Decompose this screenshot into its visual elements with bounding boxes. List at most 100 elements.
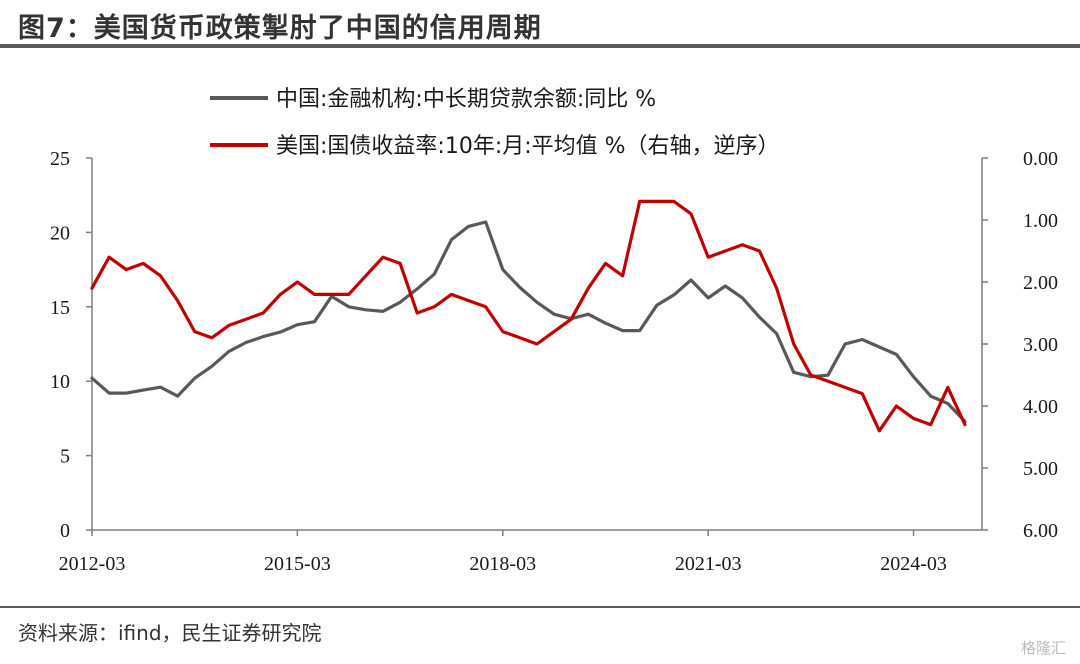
series-1-point <box>313 320 316 323</box>
series-1-point <box>91 377 93 380</box>
series-2-point <box>125 268 128 271</box>
series-1-point <box>210 365 213 368</box>
series-1-point <box>193 377 196 380</box>
series-2-point <box>279 293 282 296</box>
series-line-2 <box>90 199 967 433</box>
series-2-point <box>638 200 641 203</box>
legend-label: 中国:金融机构:中长期贷款余额:同比 % <box>276 87 656 112</box>
series-2-point <box>792 343 795 345</box>
x-tick-label: 2018-03 <box>469 553 536 575</box>
series-1-point <box>125 392 128 394</box>
series-1-point <box>861 338 864 341</box>
series-1-point <box>484 221 487 223</box>
series-1-point <box>929 395 932 397</box>
series-1-point <box>279 331 282 333</box>
series-2-point <box>741 243 744 246</box>
series-1-point <box>638 329 641 332</box>
series-1-point <box>228 350 230 353</box>
series-1-point <box>604 322 607 325</box>
series-2-point <box>536 343 538 345</box>
x-tick-label: 2012-03 <box>59 553 126 575</box>
series-2-point <box>519 336 521 339</box>
series-1-point <box>450 238 453 241</box>
series-1-point <box>587 313 590 316</box>
series-2-point <box>758 250 761 252</box>
series-1-point <box>501 268 504 271</box>
series-2-point <box>587 287 590 290</box>
chart-legend: 中国:金融机构:中长期贷款余额:同比 % 美国:国债收益率:10年:月:平均值 %… <box>210 87 780 159</box>
series-2-point <box>347 293 350 296</box>
x-tick-label: 2021-03 <box>675 553 742 575</box>
source-divider <box>0 606 1080 608</box>
series-2-point <box>621 274 624 277</box>
series-2-point <box>724 250 727 252</box>
series-2-point <box>416 312 419 314</box>
series-2-point <box>313 293 316 296</box>
series-2-point <box>399 262 401 265</box>
series-2-point <box>228 324 230 327</box>
legend-label: 美国:国债收益率:10年:月:平均值 %（右轴，逆序） <box>276 134 780 159</box>
series-1-point <box>467 225 470 228</box>
series-2-point <box>364 274 367 277</box>
series-2-point <box>91 287 93 290</box>
x-tick-label: 2024-03 <box>880 553 947 575</box>
right-tick-label: 2.00 <box>1023 272 1058 294</box>
series-2-point <box>330 293 333 296</box>
series-2-point <box>707 256 710 259</box>
series-2-point <box>159 274 162 277</box>
series-1-point <box>347 305 350 308</box>
series-1-point <box>792 371 795 374</box>
series-1-point <box>878 346 881 348</box>
series-1-point <box>382 310 384 313</box>
series-2-point <box>382 256 384 259</box>
series-1-point <box>245 341 247 344</box>
title-divider <box>0 44 1080 48</box>
series-2-point <box>775 287 778 290</box>
figure-title: 图7：美国货币政策掣肘了中国的信用周期 <box>18 13 542 44</box>
series-2-point <box>467 299 470 302</box>
series-2-point <box>604 262 607 265</box>
series-2-point <box>433 305 436 308</box>
series-2-point <box>929 423 932 426</box>
series-2-point <box>553 330 555 333</box>
series-1-point <box>775 332 778 335</box>
series-2-point <box>827 380 829 383</box>
series-1-point <box>262 335 265 338</box>
series-2-point <box>245 318 247 321</box>
series-2-point <box>484 305 487 308</box>
right-tick-label: 4.00 <box>1023 396 1058 418</box>
series-1-point <box>553 313 555 316</box>
series-2-point <box>844 386 846 389</box>
series-1-point <box>895 353 898 356</box>
right-tick-label: 6.00 <box>1023 520 1058 542</box>
watermark-logo: 格隆汇 <box>1020 639 1066 657</box>
series-1-point <box>621 329 624 332</box>
series-1-point <box>416 288 419 290</box>
series-1-point <box>844 343 846 345</box>
series-1-point <box>159 386 162 389</box>
series-2-point <box>142 262 145 265</box>
series-1-point <box>433 273 436 275</box>
right-tick-label: 1.00 <box>1023 210 1058 232</box>
right-tick-label: 5.00 <box>1023 458 1058 480</box>
left-tick-label: 15 <box>50 297 70 319</box>
left-tick-label: 25 <box>50 148 70 170</box>
right-tick-label: 0.00 <box>1023 148 1058 170</box>
series-2-point <box>210 336 213 339</box>
left-tick-label: 5 <box>60 446 70 468</box>
chart-axes: 0 5 10 15 20 25 0.00 1.00 2.00 3.00 4.00 5.00 6.00 20… <box>50 148 1058 575</box>
left-tick-label: 20 <box>50 222 70 244</box>
series-2-point <box>964 423 966 426</box>
series-1-point <box>724 285 727 287</box>
series-1-point <box>296 323 299 326</box>
series-2-point <box>296 281 299 283</box>
series-2-point <box>861 392 864 395</box>
series-2-point <box>450 293 453 296</box>
series-2-point <box>108 256 110 259</box>
series-1-point <box>655 304 658 307</box>
series-2-point <box>809 374 812 376</box>
x-tick-label: 2015-03 <box>264 553 331 575</box>
series-1-point <box>827 374 829 377</box>
series-1-point <box>758 316 761 319</box>
series-2-point <box>501 330 504 333</box>
